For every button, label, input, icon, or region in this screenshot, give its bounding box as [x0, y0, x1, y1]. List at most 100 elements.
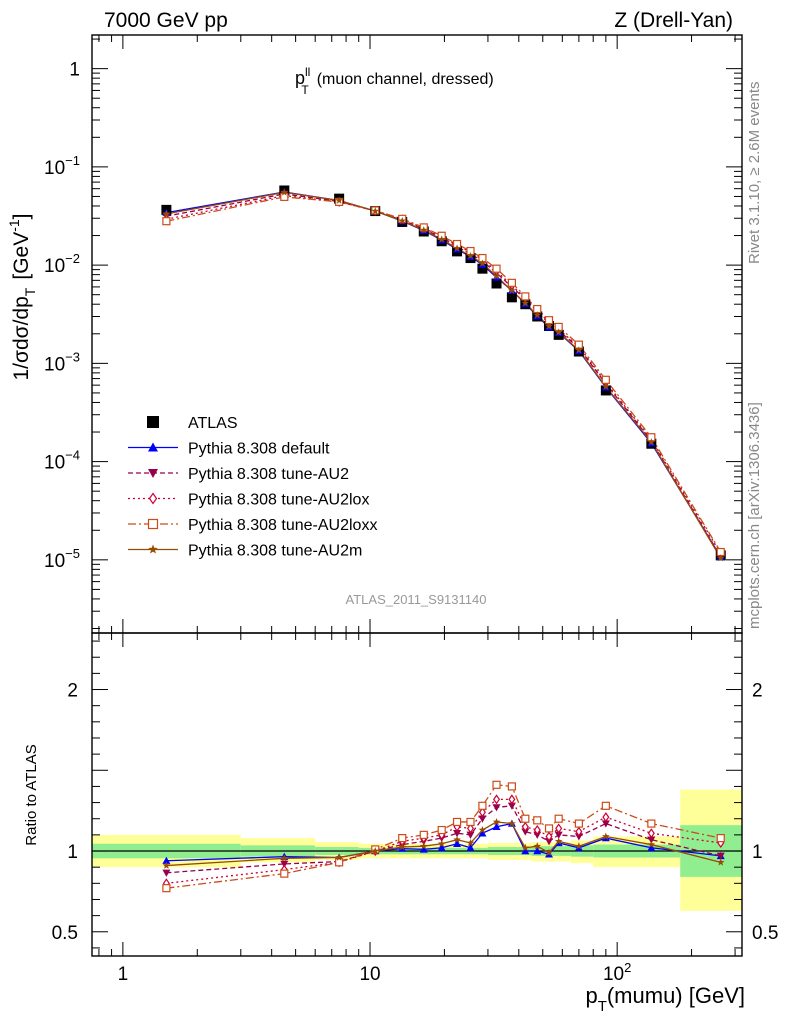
mcplots-label: mcplots.cern.ch [arXiv:1306.3436]	[746, 402, 763, 629]
ratio-point-s3-17	[601, 801, 610, 810]
point-s5-18	[647, 438, 656, 446]
ratio-point-s1-19	[716, 852, 725, 860]
ratio-point-s2-12	[521, 821, 529, 832]
ratio-point-s1-17	[601, 820, 610, 828]
ratio-point-s1-10	[492, 804, 501, 812]
ratio-point-s2-15	[555, 823, 563, 834]
ratio-point-s2-13	[533, 824, 541, 836]
legend-marker-4	[147, 518, 159, 530]
main-title-sup: ll	[305, 65, 310, 79]
x-tick-label-0: 1	[118, 964, 129, 985]
point-s5-5	[419, 226, 428, 234]
ratio-point-s3-7	[452, 817, 462, 827]
main-ylabel-sub: T	[22, 287, 38, 296]
legend-label-3: Pythia 8.308 tune-AU2lox	[188, 492, 369, 509]
legend: ATLAS Pythia 8.308 default Pythia 8.308 tu…	[128, 415, 377, 560]
ratio-point-s4-9	[478, 826, 487, 834]
ratio-point-s0-10	[492, 822, 501, 830]
ratio-point-s4-2	[335, 853, 343, 861]
ratio-y-tick-label-right-0: 0.5	[752, 923, 778, 944]
point-s5-11	[508, 286, 516, 294]
ratio-y-tick-label-left-0: 0.5	[52, 923, 78, 944]
ratio-y-tick-label-right-1: 1	[752, 842, 763, 863]
main-ylabel-unit: [GeV	[10, 232, 33, 280]
ratio-point-s3-14	[544, 824, 554, 833]
point-s5-7	[453, 244, 461, 252]
point-s5-8	[466, 251, 475, 260]
main-y-tick-label-2: 10−2	[44, 251, 80, 277]
ratio-point-s3-0	[162, 884, 171, 893]
x-tick-label-1: 10	[359, 964, 380, 985]
ratio-point-s3-12	[521, 814, 530, 823]
ratio-y-tick-label-left-2: 2	[67, 681, 78, 702]
point-s5-3	[371, 207, 380, 215]
point-s0-10	[491, 278, 502, 289]
ratio-point-s4-8	[466, 838, 475, 847]
ratio-point-s0-12	[521, 847, 530, 855]
x-tick-label-2: 102	[603, 960, 631, 985]
ratio-line-2	[166, 798, 721, 884]
legend-marker-5	[148, 544, 158, 554]
point-s0-11	[506, 292, 517, 303]
point-s5-19	[716, 554, 725, 562]
point-s5-1	[280, 188, 289, 196]
ratio-point-s3-11	[507, 782, 516, 791]
ratio-point-s1-15	[554, 831, 563, 839]
point-s0-9	[477, 263, 488, 274]
ratio-point-s4-5	[419, 842, 428, 850]
ratio-y-tick-label-right-2: 2	[752, 681, 763, 702]
point-s4-0	[162, 217, 171, 226]
point-s5-15	[554, 328, 563, 336]
ratio-point-s1-16	[574, 833, 583, 841]
ratio-point-s2-9	[478, 807, 486, 818]
point-s5-16	[575, 346, 583, 354]
ratio-point-s0-6	[437, 843, 446, 851]
ratio-point-s0-9	[478, 829, 487, 837]
ratio-point-s4-13	[533, 842, 542, 850]
ratio-point-s4-1	[280, 854, 289, 862]
ratio-point-s4-7	[453, 835, 461, 843]
ratio-point-s4-16	[575, 842, 583, 850]
ratio-point-s3-10	[492, 780, 501, 789]
ratio-point-s4-4	[398, 842, 407, 851]
header-left: 7000 GeV pp	[104, 9, 228, 32]
point-s4-1	[280, 192, 289, 201]
ratio-point-s4-17	[602, 832, 610, 840]
ratio-point-s0-13	[533, 847, 542, 855]
ratio-point-s3-13	[533, 816, 542, 825]
legend-label-5: Pythia 8.308 tune-AU2m	[188, 543, 362, 560]
ratio-point-s3-9	[478, 801, 487, 810]
ratio-point-s4-14	[545, 848, 553, 856]
ratio-frame	[91, 632, 743, 957]
ratio-point-s3-15	[554, 814, 563, 823]
header-right: Z (Drell-Yan)	[614, 9, 733, 32]
main-ylabel-sup: -1	[6, 219, 22, 232]
ratio-point-s1-1	[280, 860, 289, 868]
ratio-point-s1-8	[466, 831, 475, 839]
ratio-point-s1-14	[545, 838, 554, 846]
ratio-point-s2-17	[602, 812, 610, 823]
legend-marker-0	[147, 416, 159, 428]
ratio-point-s4-3	[371, 847, 380, 855]
ratio-point-s1-18	[647, 836, 656, 844]
ratio-point-s4-12	[521, 843, 530, 852]
point-s5-14	[545, 322, 553, 330]
analysis-id: ATLAS_2011_S9131140	[346, 592, 487, 607]
legend-marker-1	[148, 442, 158, 452]
ratio-point-s1-0	[162, 869, 171, 877]
ratio-point-s3-16	[574, 819, 583, 828]
point-s5-12	[521, 299, 530, 307]
legend-label-1: Pythia 8.308 default	[188, 441, 330, 458]
ratio-point-s4-15	[554, 837, 563, 845]
ratio-point-s2-18	[647, 828, 655, 839]
point-s5-10	[492, 272, 501, 280]
point-s4-12	[521, 292, 530, 301]
main-title-rest: (muon channel, dressed)	[317, 71, 494, 88]
point-s5-2	[335, 196, 343, 204]
ratio-point-s0-5	[419, 845, 428, 853]
ratio-xlabel-p: p	[585, 983, 597, 1008]
main-y-tick-label-4: 10−4	[44, 448, 80, 474]
ratio-point-s4-10	[492, 817, 501, 826]
ratio-panel: 1 10 102 0.5 0.5 1 1 2 2	[52, 632, 778, 985]
ratio-point-s3-4	[398, 834, 407, 843]
